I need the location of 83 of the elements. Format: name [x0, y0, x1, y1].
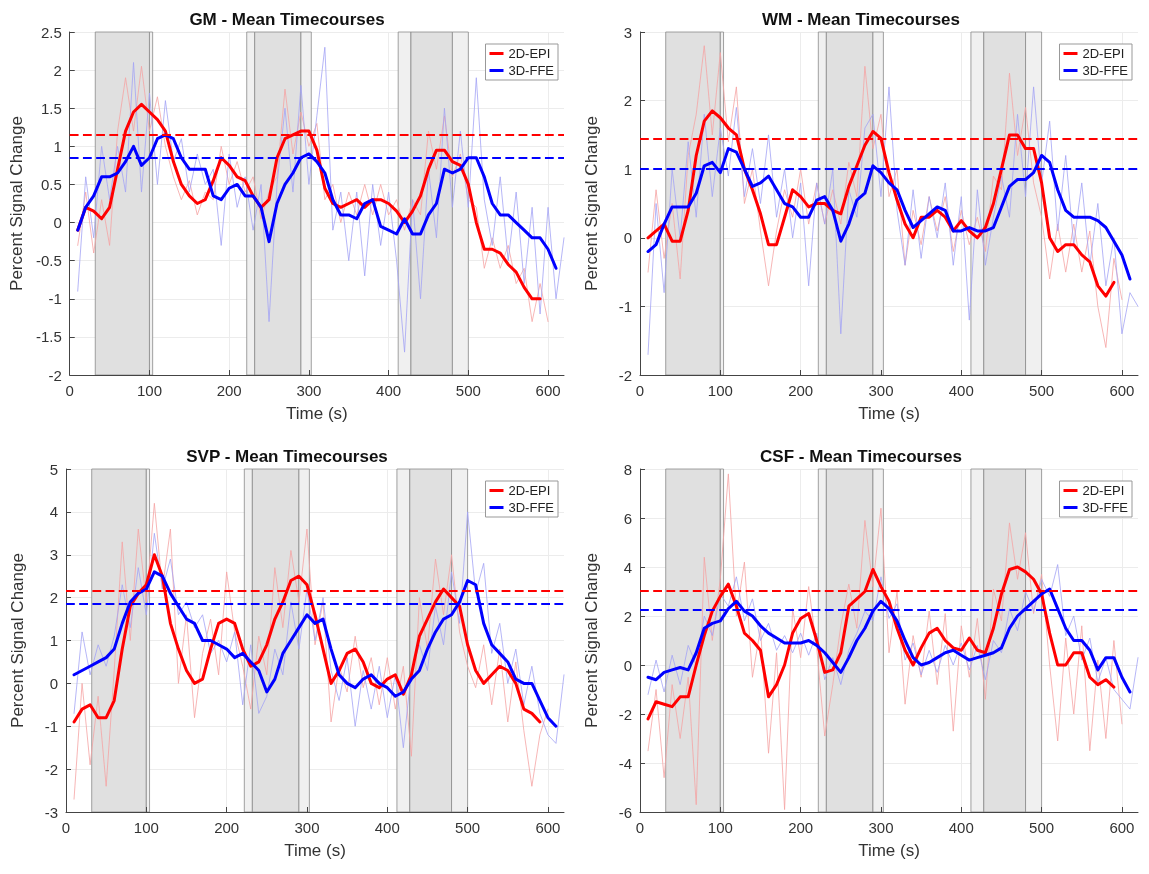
y-tick-label: 2	[623, 92, 632, 110]
x-tick-label: 600	[535, 382, 561, 399]
chart-title: WM - Mean Timecourses	[761, 10, 961, 29]
x-tick-label: 0	[635, 819, 645, 836]
y-tick-label: -1	[48, 290, 62, 308]
x-tick-label: 0	[635, 382, 645, 399]
line-series	[647, 86, 1139, 355]
y-tick-label: 4	[623, 558, 632, 576]
x-tick-label: 500	[1029, 382, 1055, 399]
y-tick-label: -0.5	[35, 252, 62, 270]
y-tick-label: 1	[53, 137, 62, 155]
y-axis-title: Percent Signal Change	[8, 553, 27, 728]
line-series	[73, 511, 565, 749]
chart-title: SVP - Mean Timecourses	[186, 447, 388, 466]
y-tick-label: -1	[44, 717, 58, 735]
legend-label: 2D-EPI	[508, 46, 551, 61]
y-tick-label: 2.5	[40, 23, 62, 41]
x-tick-label: 100	[707, 382, 733, 399]
x-tick-label: 600	[1109, 382, 1135, 399]
chart-title: GM - Mean Timecourses	[189, 10, 385, 29]
y-tick-label: 6	[623, 509, 632, 527]
y-tick-label: -1.5	[35, 328, 62, 346]
y-tick-label: -2	[618, 705, 632, 723]
y-tick-label: 1	[623, 160, 632, 178]
x-tick-label: 500	[1029, 819, 1055, 836]
x-tick-label: 400	[374, 819, 400, 836]
y-tick-label: 3	[49, 546, 58, 564]
x-tick-label: 500	[455, 819, 481, 836]
x-tick-label: 0	[65, 382, 74, 399]
legend-label: 2D-EPI	[1082, 46, 1125, 61]
y-tick-label: 2	[623, 607, 632, 625]
y-tick-label: -2	[618, 366, 632, 384]
legend-label: 3D-FFE	[1082, 63, 1129, 78]
y-tick-label: 0	[49, 674, 58, 692]
x-tick-label: 200	[216, 382, 242, 399]
y-axis-title: Percent Signal Change	[582, 116, 601, 291]
x-tick-label: 600	[535, 819, 561, 836]
y-tick-label: 1	[49, 632, 58, 649]
x-tick-label: 600	[1109, 819, 1135, 836]
line-series	[77, 46, 565, 353]
y-tick-label: 0.5	[40, 175, 62, 193]
x-tick-label: 100	[136, 382, 162, 399]
legend-label: 3D-FFE	[508, 63, 555, 78]
x-tick-label: 400	[948, 382, 974, 399]
x-axis-title: Time (s)	[858, 404, 920, 423]
y-tick-label: 3	[623, 23, 632, 41]
x-tick-label: 300	[868, 819, 894, 836]
y-axis-title: Percent Signal Change	[582, 553, 601, 728]
y-tick-label: 8	[623, 460, 632, 478]
y-tick-label: 0	[53, 214, 62, 232]
y-tick-label: 0	[623, 229, 632, 247]
x-tick-label: 300	[296, 382, 322, 399]
x-tick-label: 300	[294, 819, 320, 836]
legend-label: 2D-EPI	[508, 483, 551, 498]
x-tick-label: 200	[788, 382, 814, 399]
chart-title: CSF - Mean Timecourses	[760, 447, 962, 466]
legend-label: 3D-FFE	[1082, 500, 1129, 515]
x-tick-label: 200	[214, 819, 240, 836]
x-tick-label: 100	[133, 819, 159, 836]
y-tick-label: 4	[49, 503, 58, 521]
x-tick-label: 100	[707, 819, 733, 836]
y-tick-label: 2	[53, 61, 62, 79]
y-tick-label: 2	[49, 589, 58, 607]
legend-label: 2D-EPI	[1082, 483, 1125, 498]
legend-label: 3D-FFE	[508, 500, 555, 515]
y-tick-label: 0	[623, 656, 632, 674]
x-tick-label: 400	[376, 382, 402, 399]
y-axis-title: Percent Signal Change	[7, 116, 26, 291]
y-tick-label: 5	[49, 460, 58, 478]
x-axis-title: Time (s)	[286, 404, 348, 423]
x-tick-label: 500	[455, 382, 481, 399]
x-tick-label: 200	[788, 819, 814, 836]
y-tick-label: -6	[618, 803, 632, 821]
x-tick-label: 300	[868, 382, 894, 399]
y-tick-label: -2	[44, 760, 58, 778]
y-tick-label: -1	[618, 297, 632, 315]
y-tick-label: 1.5	[40, 99, 62, 117]
x-axis-title: Time (s)	[284, 841, 346, 860]
y-tick-label: -3	[44, 803, 58, 821]
x-tick-label: 400	[948, 819, 974, 836]
y-tick-label: -2	[48, 366, 62, 384]
y-tick-label: -4	[618, 754, 632, 772]
x-axis-title: Time (s)	[858, 841, 920, 860]
